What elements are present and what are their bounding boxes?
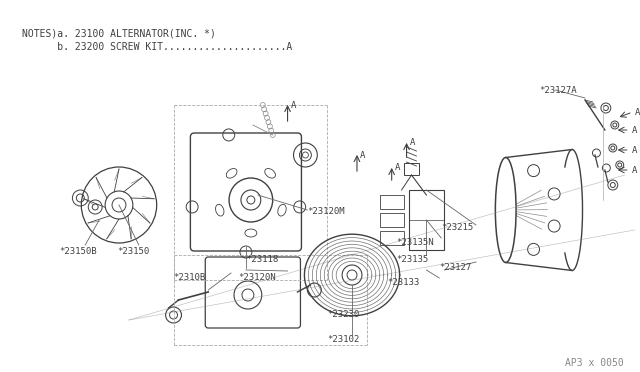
Text: b. 23200 SCREW KIT.....................A: b. 23200 SCREW KIT.....................A bbox=[22, 42, 292, 52]
Text: NOTES)a. 23100 ALTERNATOR(INC. *): NOTES)a. 23100 ALTERNATOR(INC. *) bbox=[22, 28, 216, 38]
Text: *2310B: *2310B bbox=[173, 273, 206, 282]
Text: *23127A: *23127A bbox=[540, 86, 577, 95]
Text: *23135N: *23135N bbox=[397, 238, 435, 247]
Text: A: A bbox=[395, 163, 400, 172]
Text: A: A bbox=[360, 151, 365, 160]
Text: A: A bbox=[291, 101, 296, 110]
Text: A: A bbox=[632, 126, 637, 135]
Text: *23230: *23230 bbox=[327, 310, 360, 319]
Text: *23118: *23118 bbox=[246, 255, 278, 264]
Text: *23120N: *23120N bbox=[238, 273, 276, 282]
Text: *23135: *23135 bbox=[397, 255, 429, 264]
Text: AP3 x 0050: AP3 x 0050 bbox=[565, 358, 624, 368]
Text: *23150B: *23150B bbox=[60, 247, 97, 256]
Text: A: A bbox=[410, 138, 415, 147]
Text: *23127: *23127 bbox=[439, 263, 472, 272]
Text: *23120M: *23120M bbox=[307, 207, 345, 216]
Text: *23102: *23102 bbox=[327, 335, 360, 344]
Text: A: A bbox=[635, 108, 640, 117]
Text: A: A bbox=[632, 146, 637, 155]
Text: *23133: *23133 bbox=[387, 278, 419, 287]
Text: *23150: *23150 bbox=[117, 247, 149, 256]
Text: A: A bbox=[632, 166, 637, 175]
Text: *23215: *23215 bbox=[441, 223, 474, 232]
